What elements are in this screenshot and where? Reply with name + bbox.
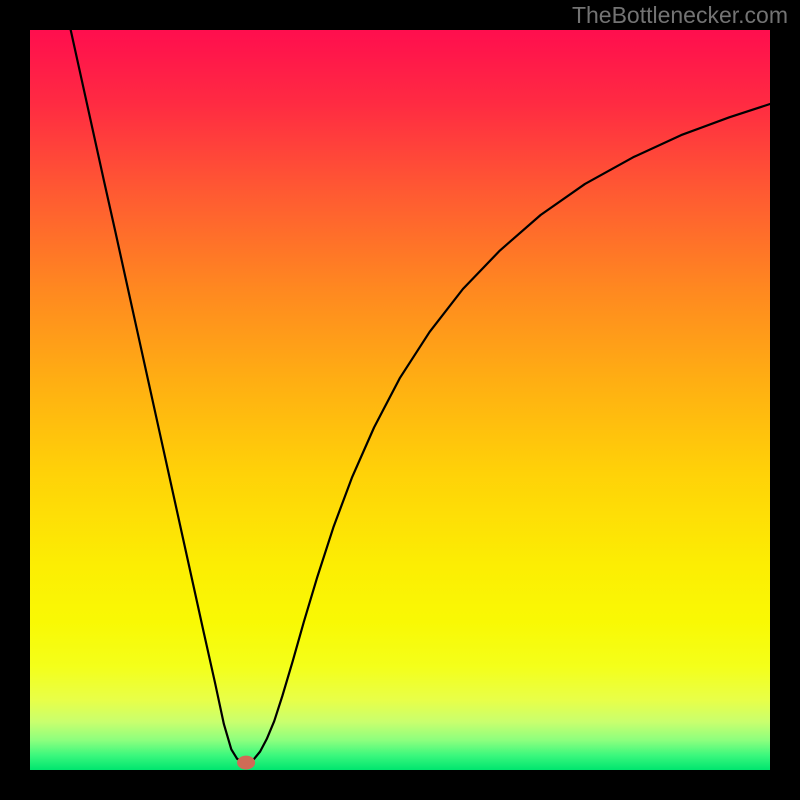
chart-svg bbox=[30, 30, 770, 770]
chart-frame: TheBottlenecker.com bbox=[0, 0, 800, 800]
watermark-text: TheBottlenecker.com bbox=[572, 2, 788, 29]
gradient-background bbox=[30, 30, 770, 770]
optimal-point-marker bbox=[237, 756, 255, 770]
plot-area bbox=[30, 30, 770, 770]
